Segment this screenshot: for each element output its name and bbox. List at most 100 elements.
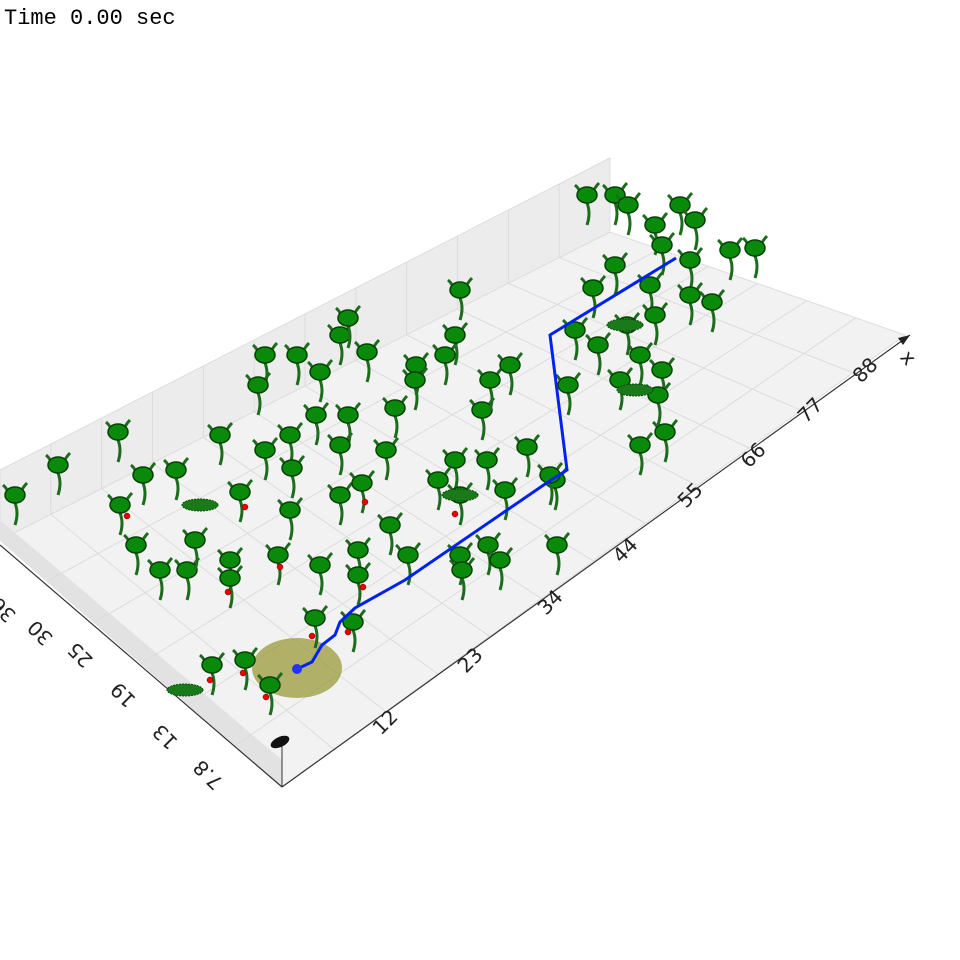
plant-leaf	[165, 461, 187, 479]
weed	[606, 318, 644, 332]
plant-leaf	[47, 456, 69, 474]
plant-leaf	[337, 309, 359, 327]
plant-leaf	[557, 376, 579, 394]
plant-leaf	[451, 561, 473, 579]
plant-leaf	[427, 471, 449, 489]
plant-leaf	[444, 451, 466, 469]
plant-leaf	[644, 216, 666, 234]
plant-leaf	[651, 236, 673, 254]
plant-leaf	[329, 326, 351, 344]
target-dot	[451, 510, 459, 518]
y-tick-label: 7.8	[188, 755, 227, 794]
floor-side	[0, 520, 282, 787]
plant-leaf	[384, 399, 406, 417]
weed	[181, 498, 219, 512]
plant-leaf	[629, 346, 651, 364]
plant-leaf	[471, 401, 493, 419]
plant-leaf	[347, 566, 369, 584]
y-tick-label: 36	[0, 592, 21, 627]
plant-leaf	[309, 556, 331, 574]
target-dot	[361, 498, 369, 506]
plant-leaf	[176, 561, 198, 579]
plant-leaf	[397, 546, 419, 564]
plant-leaf	[281, 459, 303, 477]
plant-leaf	[337, 406, 359, 424]
weed	[441, 488, 479, 502]
plant-leaf	[279, 501, 301, 519]
plant-leaf	[184, 531, 206, 549]
plant-leaf	[254, 346, 276, 364]
plant-leaf	[254, 441, 276, 459]
target-dot	[206, 676, 214, 684]
origin-marker	[270, 735, 290, 749]
plant-leaf	[209, 426, 231, 444]
plant-leaf	[219, 551, 241, 569]
plant-leaf	[375, 441, 397, 459]
plant-leaf	[516, 438, 538, 456]
x-axis-label: x	[895, 345, 921, 370]
robot-path	[294, 256, 677, 672]
target-dot	[262, 693, 270, 701]
plant-leaf	[404, 371, 426, 389]
grid-line	[140, 283, 758, 664]
plant-leaf	[125, 536, 147, 554]
plant-leaf	[654, 423, 676, 441]
y-tick-label: 19	[106, 677, 141, 712]
plant-leaf	[329, 436, 351, 454]
plant-leaf	[669, 196, 691, 214]
plant-leaf	[379, 516, 401, 534]
y-tick-label: 13	[148, 719, 183, 754]
plant-leaf	[342, 613, 364, 631]
plant-leaf	[701, 293, 723, 311]
plant-leaf	[286, 346, 308, 364]
target-dot	[239, 669, 247, 677]
plant-leaf	[604, 256, 626, 274]
target-dot	[359, 583, 367, 591]
plant-leaf	[546, 536, 568, 554]
floor	[0, 231, 907, 788]
plant-leaf	[644, 306, 666, 324]
plant-leaf	[651, 361, 673, 379]
plant-leaf	[444, 326, 466, 344]
target-dot	[308, 632, 316, 640]
plant-leaf	[149, 561, 171, 579]
plant-leaf	[305, 406, 327, 424]
weed	[166, 683, 204, 697]
plant-leaf	[356, 343, 378, 361]
robot	[292, 664, 302, 674]
target-dot	[123, 512, 131, 520]
plant-leaf	[347, 541, 369, 559]
plant-leaf	[684, 211, 706, 229]
target-dot	[224, 588, 232, 596]
plant-leaf	[329, 486, 351, 504]
plant-leaf	[279, 426, 301, 444]
target-dot	[344, 628, 352, 636]
plant-leaf	[744, 239, 766, 257]
plant-leaf	[449, 281, 471, 299]
plant-leaf	[679, 286, 701, 304]
plant-leaf	[479, 371, 501, 389]
target-dot	[241, 503, 249, 511]
plant-leaf	[564, 321, 586, 339]
grid-line	[187, 300, 807, 706]
plant-leaf	[639, 276, 661, 294]
y-tick-label: 25	[63, 637, 98, 672]
plant-leaf	[229, 483, 251, 501]
plant-leaf	[587, 336, 609, 354]
plant-leaf	[582, 279, 604, 297]
plant-leaf	[219, 569, 241, 587]
plant-leaf	[494, 481, 516, 499]
weed	[616, 383, 654, 397]
plant-leaf	[629, 436, 651, 454]
plant-leaf	[489, 551, 511, 569]
plant-leaf	[109, 496, 131, 514]
plant-leaf	[576, 186, 598, 204]
plant-leaf	[267, 546, 289, 564]
plant-leaf	[499, 356, 521, 374]
y-axis	[0, 544, 283, 788]
x-axis	[281, 334, 911, 788]
time-label: Time 0.00 sec	[4, 6, 176, 31]
plant-leaf	[201, 656, 223, 674]
